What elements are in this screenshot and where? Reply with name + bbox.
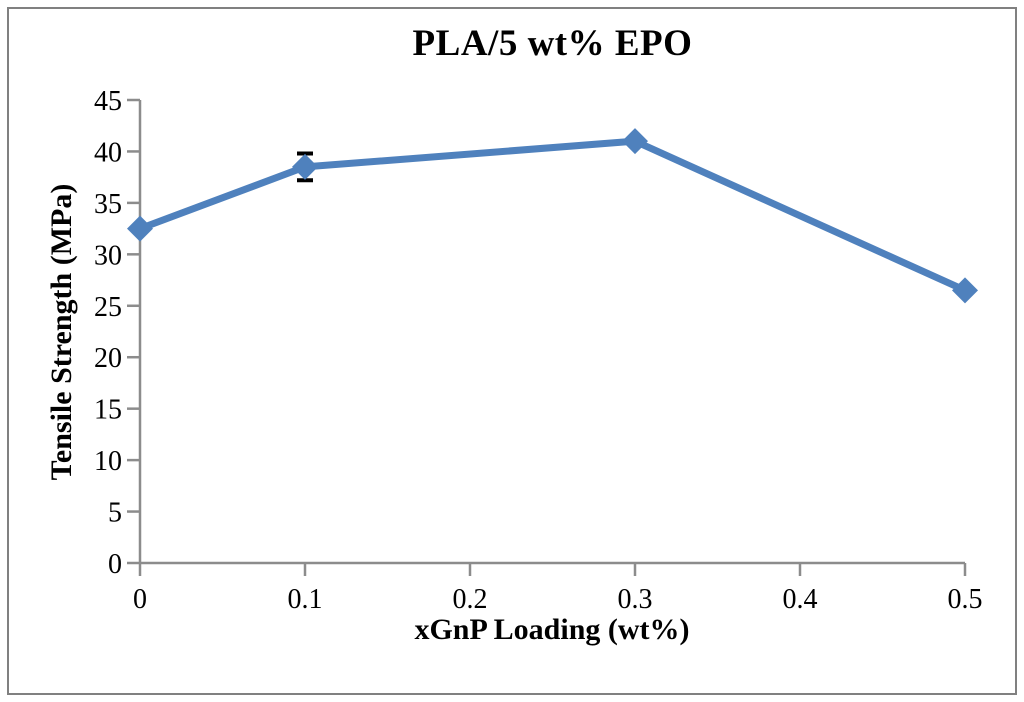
y-tick-label: 0 <box>108 549 122 580</box>
y-tick-label: 30 <box>94 240 122 271</box>
x-tick-label: 0.3 <box>618 584 653 615</box>
x-axis-title: xGnP Loading (wt%) <box>414 613 690 646</box>
x-tick-label: 0.4 <box>783 584 818 615</box>
y-tick-label: 25 <box>94 292 122 323</box>
y-tick-label: 40 <box>94 137 122 168</box>
y-tick-label: 35 <box>94 189 122 220</box>
data-point-marker <box>292 153 318 180</box>
y-tick-label: 15 <box>94 395 122 426</box>
x-tick-label: 0.1 <box>288 584 323 615</box>
y-tick-label: 20 <box>94 343 122 374</box>
chart-title: PLA/5 wt% EPO <box>412 23 693 64</box>
data-point-marker <box>127 215 153 242</box>
y-tick-label: 45 <box>94 86 122 117</box>
x-tick-label: 0.2 <box>453 584 488 615</box>
x-tick-label: 0 <box>133 584 147 615</box>
y-tick-label: 10 <box>94 446 122 477</box>
series-line <box>136 137 969 294</box>
x-tick-label: 0.5 <box>948 584 983 615</box>
y-tick-label: 5 <box>108 498 122 529</box>
data-point-marker <box>622 128 648 155</box>
data-point-marker <box>952 277 978 304</box>
